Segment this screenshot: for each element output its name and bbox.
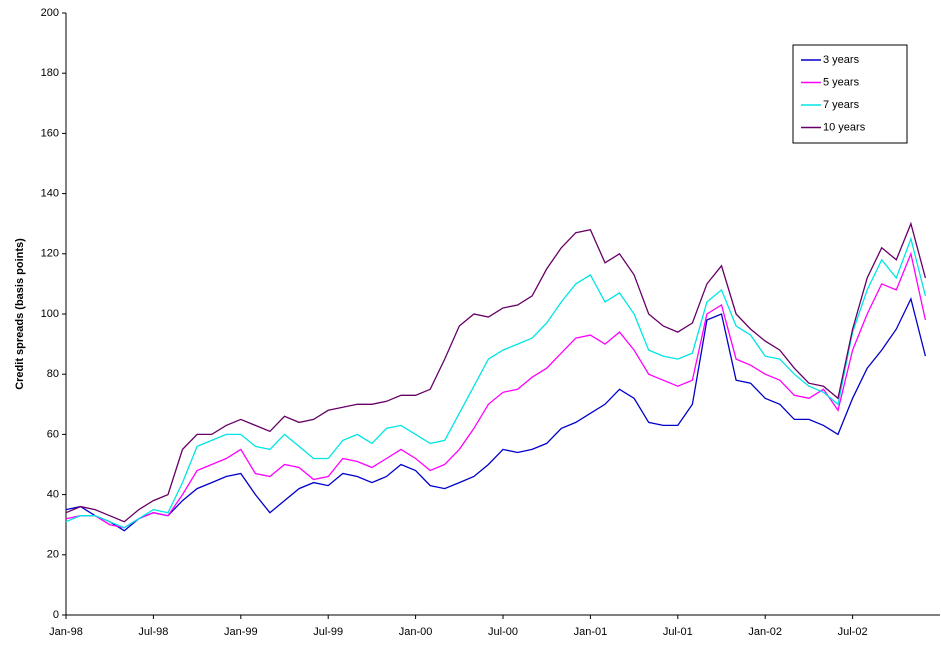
x-tick-label: Jul-02 — [838, 626, 868, 638]
legend-label: 3 years — [823, 54, 860, 66]
x-tick-label: Jan-98 — [49, 626, 83, 638]
y-tick-label: 160 — [41, 127, 59, 139]
legend-label: 5 years — [823, 76, 860, 88]
y-tick-label: 120 — [41, 248, 59, 260]
y-tick-label: 100 — [41, 308, 59, 320]
y-tick-label: 80 — [47, 368, 59, 380]
legend-box — [792, 44, 908, 144]
legend-label: 10 years — [823, 121, 866, 133]
x-tick-label: Jul-01 — [663, 626, 693, 638]
series-line — [65, 236, 927, 529]
y-tick-label: 180 — [41, 67, 59, 79]
y-tick-label: 200 — [41, 7, 59, 19]
x-tick-label: Jan-00 — [399, 626, 433, 638]
y-tick-label: 40 — [47, 489, 59, 501]
x-tick-label: Jan-01 — [574, 626, 608, 638]
x-tick-label: Jul-99 — [313, 626, 343, 638]
x-tick-label: Jan-99 — [224, 626, 258, 638]
y-axis-title: Credit spreads (basis points) — [14, 238, 26, 390]
legend-label: 7 years — [823, 99, 860, 111]
y-tick-label: 20 — [47, 549, 59, 561]
x-tick-label: Jul-00 — [488, 626, 518, 638]
series-line — [65, 221, 927, 523]
series-line — [65, 251, 927, 529]
x-tick-label: Jan-02 — [748, 626, 782, 638]
series-line — [65, 297, 927, 532]
x-tick-label: Jul-98 — [138, 626, 168, 638]
y-tick-label: 140 — [41, 188, 59, 200]
y-tick-label: 60 — [47, 428, 59, 440]
y-tick-label: 0 — [53, 609, 59, 621]
